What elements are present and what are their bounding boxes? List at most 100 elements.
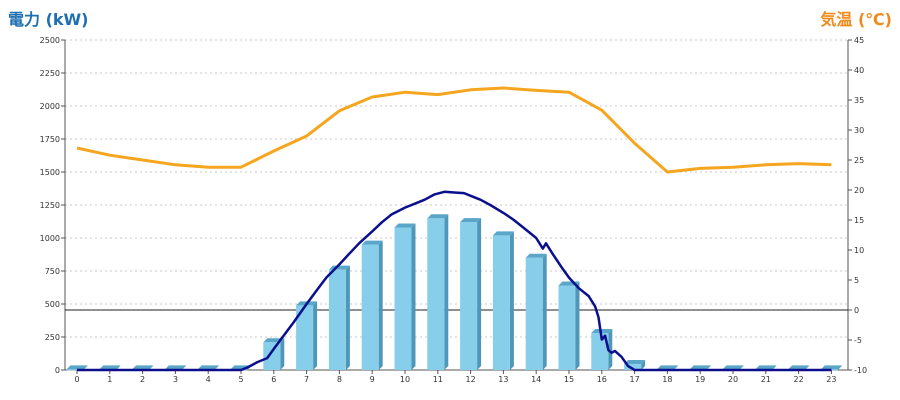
x-tick-label: 6: [271, 375, 276, 384]
bar-front: [624, 364, 642, 370]
bar-top: [689, 365, 711, 370]
bar-top: [361, 240, 383, 245]
bar-front: [328, 269, 346, 370]
right-tick-label: 5: [854, 276, 859, 285]
bar-front: [525, 257, 543, 370]
bar-top: [820, 365, 842, 370]
x-tick-label: 8: [337, 375, 342, 384]
bar-top: [492, 231, 514, 236]
left-tick-label: 2000: [40, 102, 60, 111]
bar-front: [296, 305, 314, 370]
bar-top: [755, 365, 777, 370]
right-tick-label: 30: [854, 126, 864, 135]
right-tick-label: 10: [854, 246, 864, 255]
bar-front: [591, 333, 609, 370]
right-tick-label: 20: [854, 186, 864, 195]
bar-side: [575, 281, 580, 370]
bar-front: [66, 369, 84, 371]
bar: [460, 218, 482, 370]
bar-top: [66, 365, 88, 370]
bar-side: [411, 223, 416, 370]
right-tick-label: 45: [854, 36, 864, 45]
left-tick-label: 1500: [40, 168, 60, 177]
x-tick-label: 9: [370, 375, 375, 384]
bar: [492, 231, 514, 370]
right-tick-label: -10: [854, 366, 867, 375]
left-tick-label: 2250: [40, 69, 60, 78]
x-tick-label: 11: [433, 375, 443, 384]
bar-top: [164, 365, 186, 370]
bar-side: [542, 253, 547, 370]
left-tick-label: 250: [45, 333, 60, 342]
bar-top: [99, 365, 121, 370]
right-axis-title: 気温 (℃): [820, 10, 892, 29]
left-tick-label: 500: [45, 300, 60, 309]
x-tick-label: 1: [107, 375, 112, 384]
temperature-line: [76, 86, 832, 174]
power-line: [77, 190, 832, 372]
x-tick-label: 14: [531, 375, 541, 384]
bar-top: [132, 365, 154, 370]
bar-front: [492, 235, 510, 370]
bar: [558, 281, 580, 370]
x-tick-label: 5: [238, 375, 243, 384]
x-tick-label: 10: [400, 375, 410, 384]
x-tick-label: 12: [466, 375, 476, 384]
left-tick-label: 1000: [40, 234, 60, 243]
bar-side: [378, 240, 383, 370]
left-tick-label: 0: [55, 366, 60, 375]
bar-side: [313, 301, 318, 370]
x-tick-label: 18: [662, 375, 672, 384]
x-tick-label: 16: [597, 375, 607, 384]
right-tick-label: 35: [854, 96, 864, 105]
x-tick-label: 2: [140, 375, 145, 384]
left-tick-label: 2500: [40, 36, 60, 45]
bar-side: [345, 265, 350, 370]
right-tick-label: 25: [854, 156, 864, 165]
bar-front: [394, 227, 412, 370]
bar-top: [722, 365, 744, 370]
bar-top: [394, 223, 416, 228]
right-tick-label: 40: [854, 66, 864, 75]
bar-front: [263, 342, 281, 370]
bar: [427, 214, 449, 370]
bar-top: [624, 360, 646, 365]
x-tick-label: 21: [761, 375, 771, 384]
x-tick-label: 19: [695, 375, 705, 384]
bar: [296, 301, 318, 370]
bar: [328, 265, 350, 370]
bar-top: [656, 365, 678, 370]
bar-front: [460, 222, 478, 370]
right-tick-label: 0: [854, 306, 859, 315]
bar-top: [427, 214, 449, 219]
x-tick-label: 17: [630, 375, 640, 384]
x-tick-label: 15: [564, 375, 574, 384]
bar-side: [477, 218, 482, 370]
left-tick-label: 750: [45, 267, 60, 276]
left-tick-label: 1250: [40, 201, 60, 210]
bar: [361, 240, 383, 370]
bar-front: [361, 244, 379, 370]
bar-side: [280, 338, 285, 370]
bar-side: [608, 329, 613, 370]
bar-side: [641, 360, 646, 370]
bar: [263, 338, 285, 370]
bar-side: [444, 214, 449, 370]
bar-top: [197, 365, 219, 370]
x-tick-label: 7: [304, 375, 309, 384]
x-tick-label: 4: [206, 375, 211, 384]
bar-top: [788, 365, 810, 370]
left-tick-label: 1750: [40, 135, 60, 144]
right-tick-label: -5: [854, 336, 862, 345]
x-tick-label: 0: [74, 375, 79, 384]
bar-front: [427, 218, 445, 370]
bar-side: [509, 231, 514, 370]
bar-front: [558, 285, 576, 370]
bar: [525, 253, 547, 370]
left-axis-title: 電力 (kW): [8, 10, 89, 29]
bar: [394, 223, 416, 370]
x-tick-label: 13: [498, 375, 508, 384]
x-tick-label: 20: [728, 375, 738, 384]
bar: [624, 360, 646, 370]
